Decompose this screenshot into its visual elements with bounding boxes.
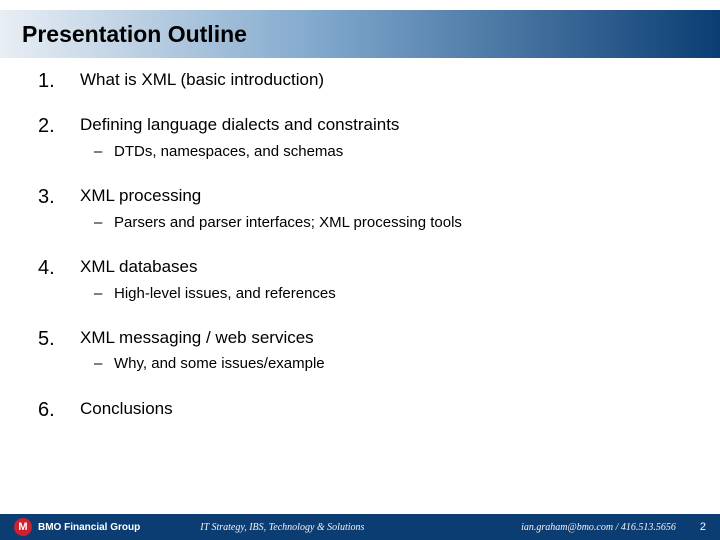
bmo-logo-icon: M bbox=[14, 518, 32, 536]
outline-item: What is XML (basic introduction) bbox=[38, 70, 690, 90]
footer-department: IT Strategy, IBS, Technology & Solutions bbox=[200, 522, 364, 533]
outline-item: XML processing Parsers and parser interfa… bbox=[38, 186, 690, 232]
outline-item-text: What is XML (basic introduction) bbox=[80, 70, 324, 89]
title-bar: Presentation Outline bbox=[0, 10, 720, 58]
footer-logo-text: BMO Financial Group bbox=[38, 522, 140, 533]
outline-sublist: Why, and some issues/example bbox=[80, 354, 690, 374]
outline-item: Conclusions bbox=[38, 399, 690, 419]
outline-item: XML messaging / web services Why, and som… bbox=[38, 328, 690, 374]
outline-item: XML databases High-level issues, and refe… bbox=[38, 257, 690, 303]
outline-sublist: DTDs, namespaces, and schemas bbox=[80, 142, 690, 162]
outline-item-text: XML processing bbox=[80, 186, 201, 205]
outline-subitem: Parsers and parser interfaces; XML proce… bbox=[80, 213, 690, 233]
outline-subitem: High-level issues, and references bbox=[80, 284, 690, 304]
outline-content: What is XML (basic introduction) Defining… bbox=[38, 70, 690, 444]
outline-item-text: Defining language dialects and constrain… bbox=[80, 115, 399, 134]
outline-sublist: High-level issues, and references bbox=[80, 284, 690, 304]
outline-sublist: Parsers and parser interfaces; XML proce… bbox=[80, 213, 690, 233]
outline-item-text: XML messaging / web services bbox=[80, 328, 314, 347]
footer-bar: M BMO Financial Group IT Strategy, IBS, … bbox=[0, 514, 720, 540]
outline-item-text: XML databases bbox=[80, 257, 198, 276]
outline-item-text: Conclusions bbox=[80, 399, 173, 418]
slide-title: Presentation Outline bbox=[22, 21, 247, 48]
footer-contact: ian.graham@bmo.com / 416.513.5656 bbox=[521, 522, 676, 533]
outline-subitem: DTDs, namespaces, and schemas bbox=[80, 142, 690, 162]
outline-subitem: Why, and some issues/example bbox=[80, 354, 690, 374]
outline-item: Defining language dialects and constrain… bbox=[38, 115, 690, 161]
slide: Presentation Outline What is XML (basic … bbox=[0, 0, 720, 540]
footer-page-number: 2 bbox=[700, 521, 706, 533]
footer-logo: M BMO Financial Group bbox=[0, 518, 140, 536]
outline-list: What is XML (basic introduction) Defining… bbox=[38, 70, 690, 419]
